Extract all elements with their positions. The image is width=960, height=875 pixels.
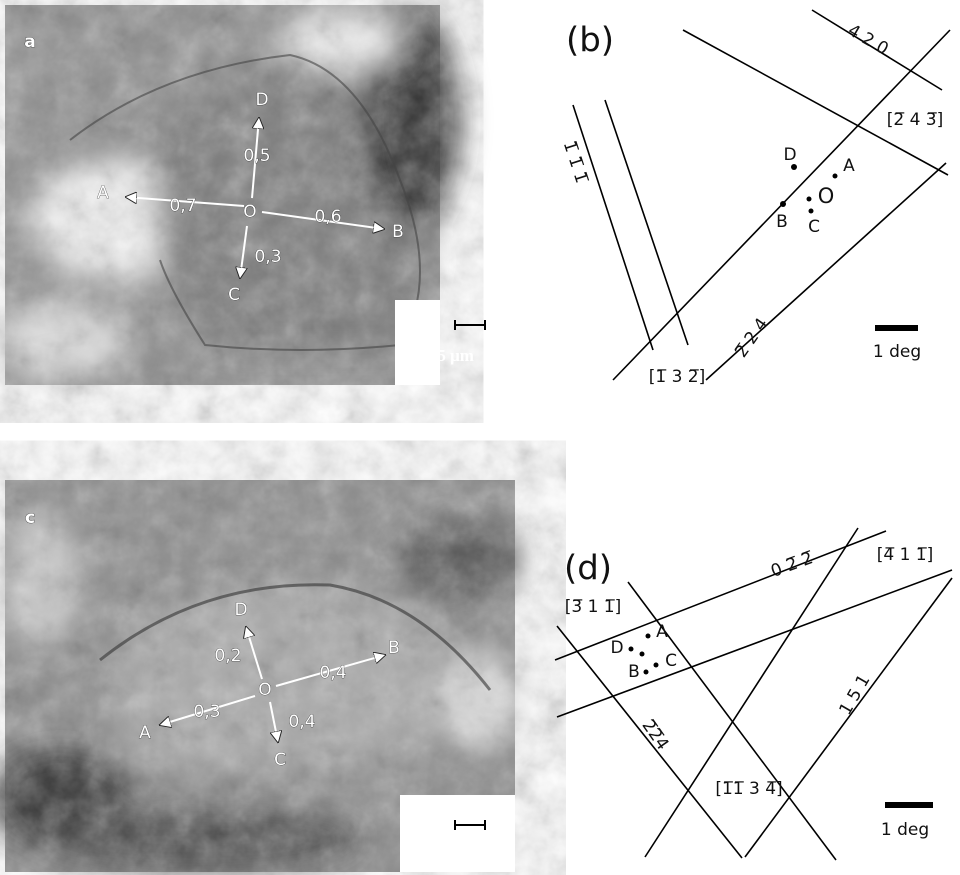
distance-label: 0,7 [169,196,196,216]
scale-label: 0.05 μm [428,842,486,861]
point-label: A [656,622,668,642]
arrow [246,627,263,680]
arrow [269,701,278,742]
point-label: O [818,184,835,208]
micrograph-c: c O A B C D 0,2 0,4 0,3 0,4 0.05 μm [0,480,520,872]
point-label: D [255,90,268,110]
panel-label: (b) [566,21,614,61]
kikuchi-diagram-b: (b) 4 2 0 [2̅ 4 3̅] 1̅ 1̅ 1̅ 2̅ 2 4 [1̅ … [559,9,951,387]
line-label: [3̅ 1 1̅] [565,597,622,617]
point-label: O [243,202,256,222]
panel-label: a [24,32,35,52]
point [791,164,797,170]
point-label: B [392,222,404,242]
arrow [275,655,385,687]
point [653,662,659,668]
line-label: [1̅ 3 2̅] [649,367,706,387]
arrow [251,118,259,199]
scale-label: 1 deg [881,820,929,840]
distance-label: 0,4 [288,712,315,732]
arrow [126,197,245,207]
distance-label: 0,3 [254,247,281,267]
point-label: A [97,183,109,203]
line-label: 4 2 0 [844,21,891,60]
point-label: D [610,638,623,658]
distance-label: 0,5 [243,146,270,166]
point-label: C [808,217,820,237]
scale-label: 1 deg [873,342,921,362]
panel-label: c [25,508,35,528]
point-label: D [234,600,247,620]
micrograph-a: a O A B C D 0,7 0,5 0,6 0,3 0.05 μm [0,5,486,385]
line-label: [1̅1̅ 3 4̅] [715,779,782,799]
kikuchi-diagram-d: (d) 0 2̅ 2̅ [4̅ 1 1̅] [3̅ 1 1̅] 2̅2̅4 1 … [554,527,953,861]
line-label: 2̅ 2 4 [731,315,772,362]
point-label: C [274,750,286,770]
scale-label: 0.05 μm [416,346,474,365]
point [628,646,634,652]
point-label: A [139,723,151,743]
point-label: B [628,662,640,682]
point [806,196,812,202]
arrow [240,225,248,278]
line-label: [4̅ 1 1̅] [877,545,934,565]
point [832,173,838,179]
point-label: B [388,638,400,658]
line-label: 2̅2̅4 [638,716,673,754]
distance-label: 0,6 [314,207,341,227]
line-label: 1 5 1 [836,671,875,718]
arrow [261,211,384,229]
point-label: O [258,680,271,700]
point-label: A [843,156,855,176]
point [645,633,651,639]
point [639,651,645,657]
point-label: C [228,285,240,305]
point-label: D [783,145,796,165]
panel-label: (d) [564,549,612,589]
line-label: 0 2̅ 2̅ [768,548,816,582]
arrow [160,695,256,725]
distance-label: 0,2 [214,646,241,666]
point-label: B [776,212,788,232]
distance-label: 0,4 [319,663,346,683]
point-label: C [665,651,677,671]
point [643,669,649,675]
distance-label: 0,3 [193,702,220,722]
point [808,208,814,214]
point [780,201,786,207]
line-label: [2̅ 4 3̅] [887,110,944,130]
